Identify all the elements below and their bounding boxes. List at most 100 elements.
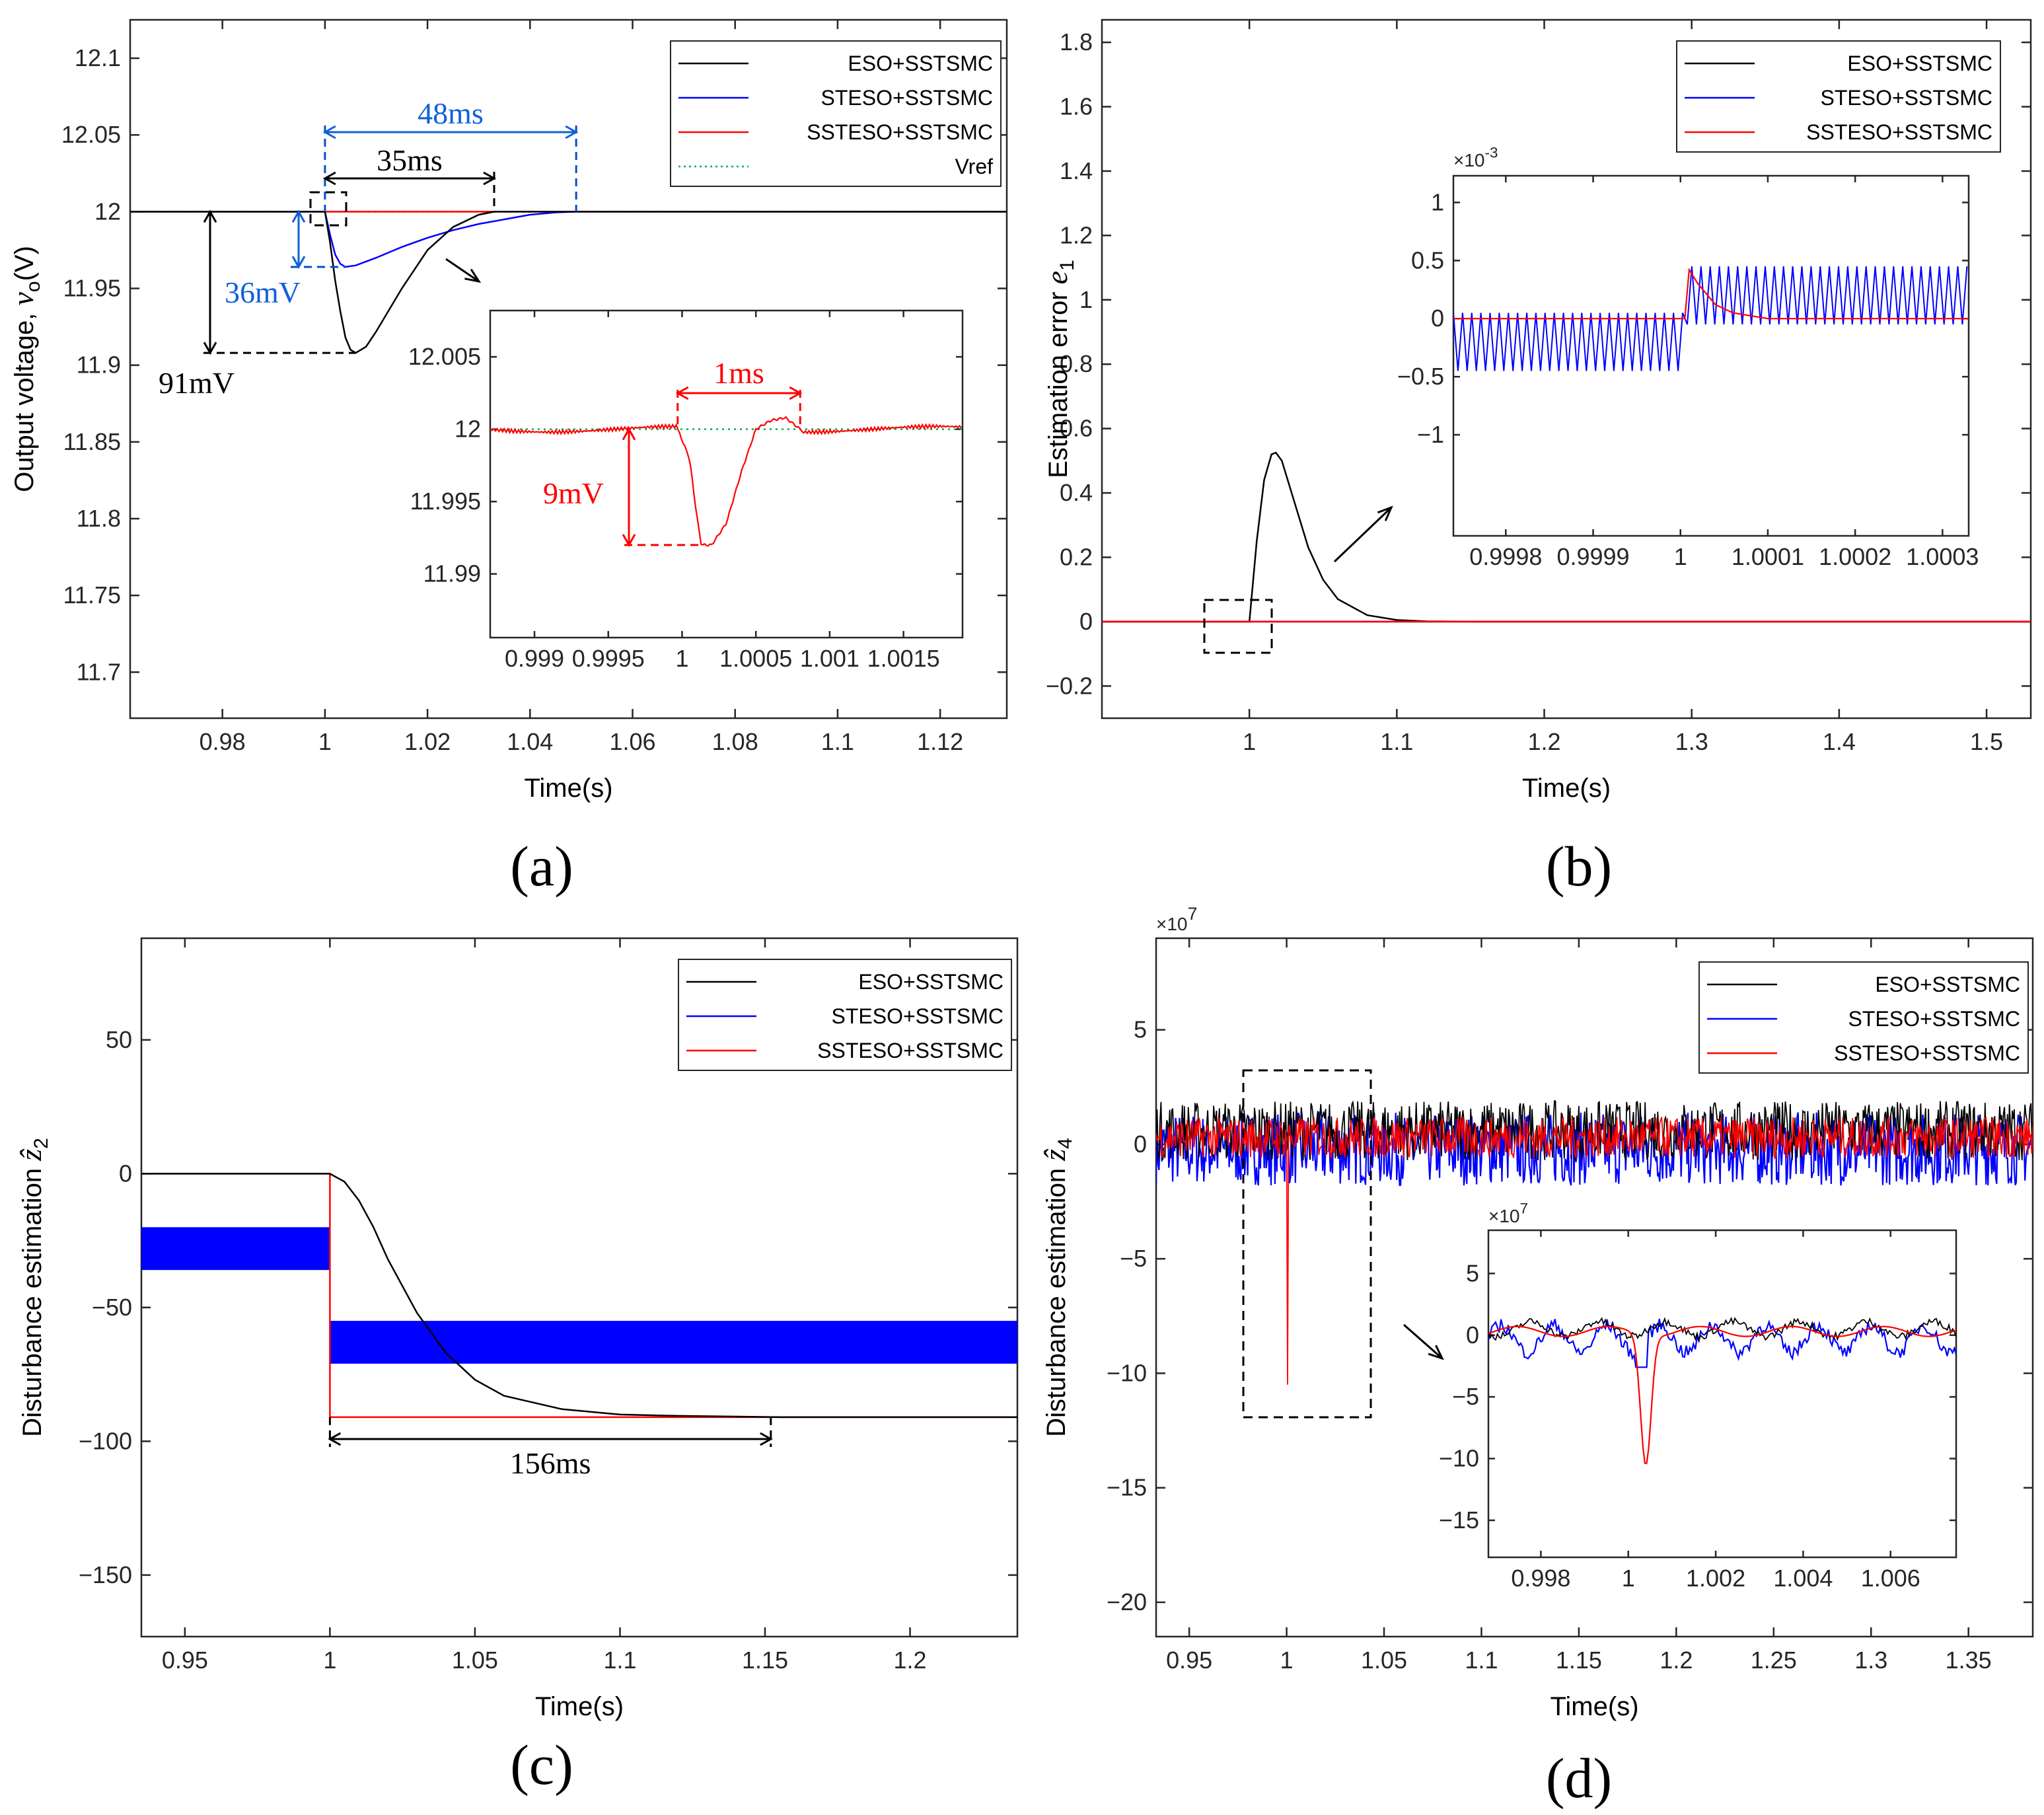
y-tick-label: 0.6	[1060, 415, 1093, 442]
x-tick-label: 1.5	[1970, 728, 2003, 755]
legend-label: SSTESO+SSTSMC	[1806, 120, 1992, 144]
y-axis-label-text: Estimation error	[1044, 284, 1073, 478]
time-arrow-156ms-head	[328, 1432, 342, 1446]
legend-label: SSTESO+SSTSMC	[807, 120, 993, 144]
axis-multiplier: ×107	[1156, 904, 1198, 934]
panel-caption: (a)	[510, 834, 573, 898]
y-axis-label: Estimation error e1	[1040, 260, 1078, 478]
x-tick-label: 0.999	[505, 645, 564, 672]
x-tick-label: 0.98	[200, 728, 246, 755]
x-tick-label: 1.002	[1686, 1565, 1745, 1592]
x-tick-label: 0.9999	[1556, 543, 1629, 570]
x-tick-label: 1.001	[800, 645, 859, 672]
plot-area	[1102, 451, 2031, 623]
multiplier-base: ×10	[1156, 914, 1188, 934]
annotation-36mv: 36mV	[225, 276, 301, 309]
y-tick-label: 0.5	[1411, 246, 1444, 274]
x-axis-label: Time(s)	[1522, 774, 1611, 803]
multiplier-exp: 7	[1520, 1201, 1529, 1217]
legend-label: STESO+SSTSMC	[821, 86, 994, 110]
legend-box	[678, 959, 1012, 1071]
y-tick-label: 0.2	[1060, 543, 1093, 570]
zoom-pointer-head	[464, 268, 482, 283]
y-tick-label: 11.99	[423, 560, 481, 587]
plot-area	[1156, 1099, 2033, 1385]
y-tick-label: 1.6	[1060, 93, 1093, 120]
y-tick-label: −150	[79, 1561, 132, 1588]
legend-label: ESO+SSTSMC	[858, 970, 1004, 994]
y-axis-label-unit: (V)	[10, 246, 39, 281]
x-tick-label: 1.02	[404, 728, 451, 755]
zoom-box	[1203, 599, 1273, 654]
x-axis-label: Time(s)	[535, 1692, 624, 1721]
legend-label: ESO+SSTSMC	[848, 52, 993, 75]
time-arrow-48ms-head	[322, 125, 336, 139]
y-tick-label: −5	[1452, 1383, 1479, 1410]
y-axis-label-var: ẑ	[1038, 1148, 1072, 1162]
x-tick-label: 0.998	[1511, 1565, 1570, 1592]
x-tick-label: 1.3	[1675, 728, 1708, 755]
y-tick-label: −10	[1107, 1359, 1147, 1386]
x-tick-label: 0.9998	[1469, 543, 1542, 570]
inset-b: 0.9998 0.9999 1 1.0001 1.0002 1.0003 −1 −0.5 0 0.…	[1397, 145, 1979, 571]
x-tick-label: 1.0002	[1819, 543, 1891, 570]
y-axis-label-sub: 4	[1054, 1138, 1076, 1149]
x-axis-label: Time(s)	[524, 774, 612, 803]
voltage-arrow-91mv-head	[203, 209, 217, 223]
x-tick-label: 1.08	[712, 728, 758, 755]
annotation-9mv: 9mV	[543, 476, 604, 510]
panel-c: 0.95 1 1.05 1.1 1.15 1.2 −150 −100 −50 0 50 ESO+SST…	[14, 937, 1019, 1721]
y-tick-label: 1.4	[1060, 157, 1093, 184]
legend-label: SSTESO+SSTSMC	[817, 1039, 1004, 1062]
panel-caption: (c)	[510, 1733, 573, 1796]
x-tick-label: 1	[1622, 1565, 1635, 1592]
y-tick-label: 11.85	[63, 428, 121, 455]
legend-box	[1698, 961, 2029, 1074]
zoom-pointer-head	[1377, 505, 1393, 521]
voltage-arrow-9mv-head	[622, 534, 636, 547]
series-line	[1102, 451, 2031, 623]
x-tick-label: 1.2	[1660, 1647, 1693, 1674]
y-axis-label: Disturbance estimation ẑ2	[14, 1138, 52, 1437]
x-tick-label: 1.06	[609, 728, 655, 755]
y-tick-label: −0.2	[1046, 672, 1093, 699]
inset-d: 0.998 1 1.002 1.004 1.006 −15 −10 −5 0 5 ×107	[1439, 1201, 1957, 1592]
axes-box	[489, 309, 964, 639]
annotation-1ms: 1ms	[713, 356, 764, 390]
legend-label: STESO+SSTSMC	[832, 1004, 1004, 1028]
x-tick-label: 1.25	[1751, 1647, 1797, 1674]
y-tick-label: −50	[92, 1294, 132, 1321]
x-tick-label: 1.004	[1773, 1565, 1833, 1592]
plot-area	[130, 211, 1007, 354]
annotation-35ms: 35ms	[377, 143, 443, 177]
y-axis-label-text: Output voltage,	[10, 306, 39, 492]
inset-series-sstseso	[490, 416, 963, 547]
y-tick-label: 11.9	[77, 352, 121, 379]
series-line	[1156, 1116, 2033, 1385]
y-tick-label: 12	[455, 416, 481, 443]
zoom-pointer-arrow	[1403, 1323, 1443, 1360]
inset-series-steso	[1488, 1318, 1956, 1368]
y-tick-label: −0.5	[1397, 363, 1444, 390]
y-tick-label: −5	[1120, 1245, 1147, 1272]
x-tick-label: 1.0005	[719, 645, 792, 672]
annotation-156ms: 156ms	[510, 1446, 591, 1480]
y-tick-label: 12.05	[61, 121, 121, 148]
x-tick-label: 1.15	[1556, 1647, 1602, 1674]
time-arrow-35ms-head	[483, 171, 497, 186]
legend-label: Vref	[955, 155, 994, 178]
x-tick-label: 1.05	[1361, 1647, 1407, 1674]
series-line	[130, 211, 1007, 354]
y-tick-label: −1	[1417, 421, 1444, 448]
x-tick-label: 0.95	[1166, 1647, 1212, 1674]
legend-box	[1676, 40, 2001, 153]
inset-series-steso	[1453, 266, 1968, 371]
y-axis-label-sub: 2	[30, 1138, 52, 1149]
y-tick-label: −100	[79, 1427, 132, 1454]
y-tick-label: 11.75	[63, 581, 121, 609]
voltage-arrow-36mv-head	[291, 256, 306, 270]
multiplier-base: ×10	[1488, 1206, 1520, 1226]
series-line	[130, 211, 1007, 268]
annotation-91mv: 91mV	[159, 366, 235, 400]
